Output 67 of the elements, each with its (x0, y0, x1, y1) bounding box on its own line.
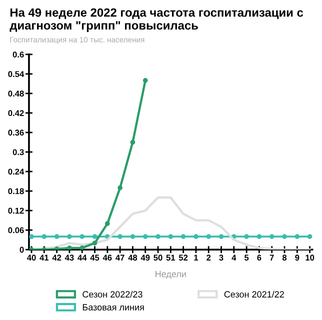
chart-title: На 49 неделе 2022 года частота госпитализации с диагнозом "грипп" повысилась (10, 8, 304, 32)
y-tick-label: 0.54 (8, 71, 24, 78)
y-tick-label: 0 (20, 246, 24, 253)
point (218, 234, 224, 240)
point (206, 234, 212, 240)
y-tick-label: 0.36 (8, 130, 24, 136)
legend-label: Сезон 2021/22 (224, 290, 284, 298)
y-tick-label: 0.3 (12, 149, 24, 156)
y-tick-label: 0.42 (8, 110, 24, 116)
point (92, 234, 98, 240)
x-tick-label: 41 (40, 254, 49, 260)
point (130, 234, 136, 240)
x-tick-label: 48 (128, 254, 138, 261)
point (118, 185, 122, 190)
point (80, 234, 85, 240)
x-tick-label: 50 (154, 254, 162, 261)
x-tick-label: 9 (295, 254, 300, 261)
point (104, 221, 110, 226)
legend-label: Сезон 2022/23 (82, 290, 142, 298)
point (307, 234, 312, 240)
point (194, 234, 198, 240)
point (29, 234, 34, 240)
y-tick-label: 0.48 (8, 90, 24, 97)
point (67, 246, 72, 250)
x-tick-label: 51 (166, 254, 176, 261)
point (67, 234, 72, 240)
x-tick-label: 47 (116, 254, 124, 260)
point (168, 234, 174, 240)
x-tick-label: 6 (257, 254, 262, 261)
x-tick-label: 4 (232, 254, 236, 260)
y-tick-label: 0.6 (12, 52, 24, 58)
point (244, 234, 249, 240)
y-tick-label: 0.24 (8, 168, 24, 175)
point (180, 234, 186, 240)
x-tick-label: 3 (219, 254, 224, 261)
x-tick-label: 42 (52, 254, 62, 260)
point (118, 234, 122, 240)
legend-label: Базовая линия (82, 304, 144, 310)
x-axis-title: Недели (156, 270, 186, 279)
point (80, 246, 85, 250)
x-tick-label: 40 (27, 254, 36, 261)
point (42, 234, 47, 240)
y-tick-label: 0.06 (8, 227, 24, 234)
x-tick-label: 7 (270, 254, 274, 260)
point (256, 234, 262, 240)
y-tick-label: 0.12 (8, 208, 24, 214)
point (156, 234, 160, 240)
y-tick-label: 0.18 (8, 188, 24, 194)
x-tick-label: 8 (282, 254, 287, 261)
point (54, 234, 60, 240)
x-tick-label: 5 (244, 254, 249, 261)
x-tick-label: 45 (90, 254, 100, 261)
point (130, 140, 136, 145)
x-tick-label: 2 (206, 254, 211, 260)
point (269, 234, 274, 240)
point (142, 78, 148, 83)
x-tick-label: 52 (178, 254, 188, 261)
x-tick-label: 10 (306, 254, 314, 261)
x-tick-label: 46 (102, 254, 112, 261)
x-tick-label: 49 (140, 254, 150, 261)
point (142, 234, 148, 240)
x-tick-label: 43 (64, 254, 74, 261)
x-tick-label: 44 (78, 254, 87, 260)
x-tick-label: 1 (194, 254, 198, 260)
point (294, 234, 300, 240)
point (92, 240, 98, 246)
point (282, 234, 287, 240)
